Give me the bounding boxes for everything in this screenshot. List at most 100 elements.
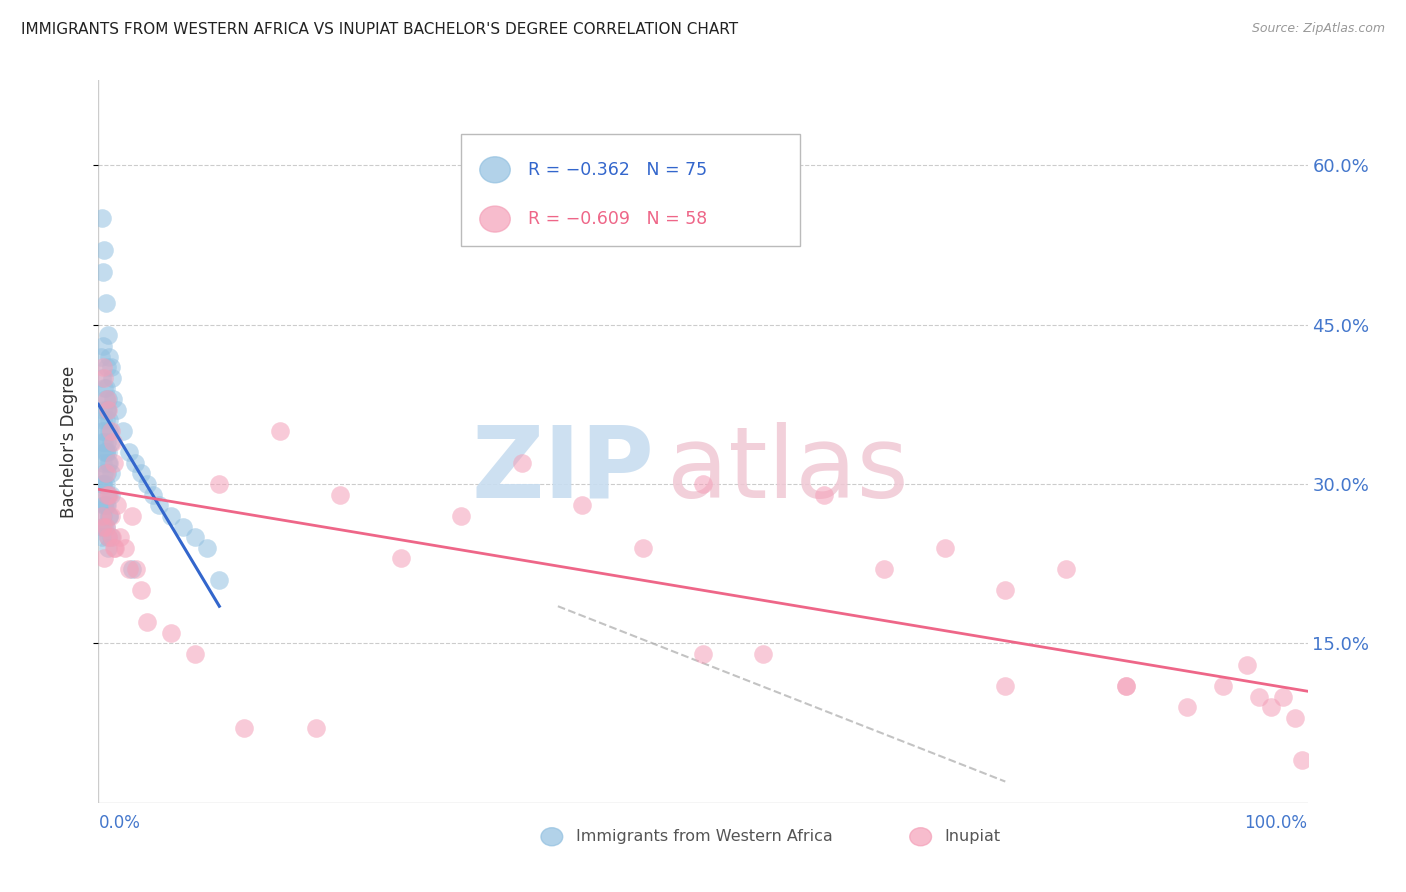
Point — [994, 679, 1017, 693]
Text: 0.0%: 0.0% — [98, 814, 141, 832]
Point — [98, 508, 121, 523]
Point — [208, 573, 231, 587]
Point — [100, 360, 122, 375]
Point — [91, 211, 114, 226]
Point — [97, 541, 120, 555]
Point — [93, 434, 115, 449]
Point — [184, 530, 207, 544]
Point — [873, 562, 896, 576]
Text: Immigrants from Western Africa: Immigrants from Western Africa — [576, 830, 832, 844]
Text: IMMIGRANTS FROM WESTERN AFRICA VS INUPIAT BACHELOR'S DEGREE CORRELATION CHART: IMMIGRANTS FROM WESTERN AFRICA VS INUPIA… — [21, 22, 738, 37]
Text: R = −0.609   N = 58: R = −0.609 N = 58 — [527, 211, 707, 228]
Point — [101, 392, 124, 406]
Point — [93, 519, 115, 533]
Text: R = −0.362   N = 75: R = −0.362 N = 75 — [527, 161, 707, 178]
Point — [142, 488, 165, 502]
Point — [994, 583, 1017, 598]
Point — [1249, 690, 1271, 704]
Point — [184, 647, 207, 661]
Point — [1284, 711, 1306, 725]
FancyBboxPatch shape — [461, 135, 800, 246]
Point — [93, 498, 115, 512]
Ellipse shape — [479, 206, 510, 232]
Point — [450, 508, 472, 523]
Point — [631, 541, 654, 555]
Point — [93, 244, 115, 258]
Point — [329, 488, 352, 502]
Point — [98, 424, 121, 438]
Point — [91, 477, 114, 491]
Point — [93, 445, 115, 459]
Point — [108, 530, 131, 544]
Point — [692, 647, 714, 661]
Point — [100, 508, 122, 523]
Point — [96, 488, 118, 502]
Point — [129, 467, 152, 481]
Point — [91, 360, 114, 375]
Point — [91, 434, 114, 449]
Point — [91, 402, 114, 417]
Text: atlas: atlas — [666, 422, 908, 519]
Point — [97, 456, 120, 470]
Point — [1212, 679, 1234, 693]
Text: ZIP: ZIP — [472, 422, 655, 519]
Point — [91, 508, 114, 523]
Point — [934, 541, 956, 555]
Point — [100, 434, 122, 449]
Point — [135, 615, 157, 630]
Point — [97, 392, 120, 406]
Point — [91, 339, 114, 353]
Point — [118, 562, 141, 576]
Point — [232, 722, 254, 736]
Point — [100, 424, 122, 438]
Point — [91, 508, 114, 523]
Point — [94, 519, 117, 533]
Point — [100, 530, 122, 544]
Point — [94, 296, 117, 310]
Point — [96, 402, 118, 417]
Point — [1260, 700, 1282, 714]
Point — [97, 488, 120, 502]
Point — [269, 424, 291, 438]
Point — [1115, 679, 1137, 693]
Point — [1175, 700, 1198, 714]
Point — [208, 477, 231, 491]
Point — [96, 467, 118, 481]
Point — [1272, 690, 1295, 704]
Point — [93, 371, 115, 385]
Point — [100, 371, 122, 385]
Point — [98, 350, 121, 364]
Point — [94, 413, 117, 427]
Point — [103, 541, 125, 555]
Point — [90, 350, 112, 364]
Point — [195, 541, 218, 555]
Point — [94, 467, 117, 481]
Point — [94, 381, 117, 395]
Point — [94, 477, 117, 491]
Point — [129, 583, 152, 598]
Point — [97, 530, 120, 544]
Point — [98, 456, 121, 470]
Point — [91, 424, 114, 438]
Text: Inupiat: Inupiat — [945, 830, 1001, 844]
Point — [93, 381, 115, 395]
Point — [105, 402, 128, 417]
Point — [121, 562, 143, 576]
Point — [1236, 657, 1258, 672]
Point — [1115, 679, 1137, 693]
Ellipse shape — [541, 828, 562, 846]
Point — [91, 477, 114, 491]
Point — [98, 413, 121, 427]
Point — [135, 477, 157, 491]
Point — [94, 498, 117, 512]
Text: Source: ZipAtlas.com: Source: ZipAtlas.com — [1251, 22, 1385, 36]
Point — [97, 445, 120, 459]
Point — [752, 647, 775, 661]
Point — [813, 488, 835, 502]
Point — [97, 530, 120, 544]
Point — [389, 551, 412, 566]
Point — [91, 519, 114, 533]
Point — [96, 434, 118, 449]
Point — [93, 551, 115, 566]
Point — [94, 445, 117, 459]
